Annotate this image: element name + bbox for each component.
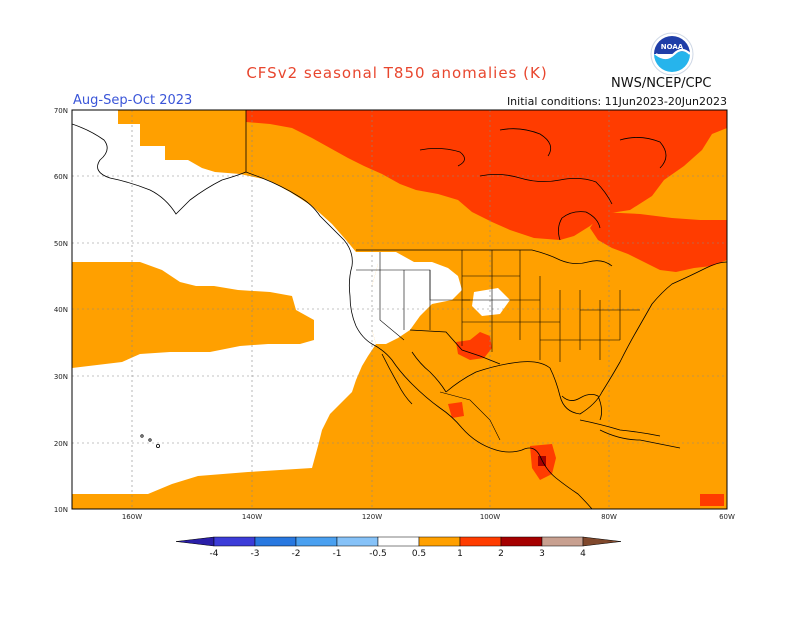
colorbar-tick-label: 0.5 bbox=[412, 549, 426, 559]
anomaly-fill-strong-quebec bbox=[590, 212, 727, 272]
colorbar-tick-label: -0.5 bbox=[369, 549, 387, 559]
colorbar-tick-label: 1 bbox=[457, 549, 463, 559]
lat-label: 60N bbox=[54, 173, 68, 181]
anomaly-fill-strong-mexico bbox=[448, 402, 464, 418]
agency-label: NWS/NCEP/CPC bbox=[611, 76, 712, 91]
lon-label: 140W bbox=[242, 513, 262, 521]
neutral-region-west-us bbox=[356, 252, 462, 344]
colorbar-tick-label: -4 bbox=[210, 549, 219, 559]
anomaly-fill-strong-southwest bbox=[456, 332, 492, 360]
neutral-region-pacific bbox=[72, 110, 378, 494]
lon-label: 120W bbox=[362, 513, 382, 521]
colorbar-tick-label: -2 bbox=[292, 549, 301, 559]
lon-label: 100W bbox=[480, 513, 500, 521]
colorbar-segment bbox=[213, 536, 256, 547]
gridlines bbox=[72, 110, 727, 509]
neutral-region-plains bbox=[472, 288, 510, 316]
map-frame bbox=[71, 109, 728, 510]
colorbar-segment bbox=[377, 536, 420, 547]
logo-text: NOAA bbox=[661, 43, 684, 51]
lat-label: 30N bbox=[54, 373, 68, 381]
lon-label: 80W bbox=[601, 513, 617, 521]
colorbar-arrow-high bbox=[582, 536, 622, 547]
colorbar-tick-label: -3 bbox=[251, 549, 260, 559]
map-title: CFSv2 seasonal T850 anomalies (K) bbox=[246, 64, 548, 82]
colorbar-arrow-low bbox=[175, 536, 215, 547]
lon-label: 160W bbox=[122, 513, 142, 521]
anomaly-fill-strong-caribbean bbox=[700, 494, 724, 506]
initial-conditions: Initial conditions: 11Jun2023-20Jun2023 bbox=[506, 95, 727, 108]
colorbar-tick-label: 3 bbox=[539, 549, 545, 559]
colorbar-segment bbox=[459, 536, 502, 547]
latitude-labels: 70N 60N 50N 40N 30N 20N 10N bbox=[54, 107, 68, 514]
colorbar-segment bbox=[418, 536, 461, 547]
colorbar: -4 -3 -2 -1 -0.5 0.5 1 2 3 4 bbox=[175, 536, 622, 559]
lat-label: 40N bbox=[54, 306, 68, 314]
noaa-logo-icon: NOAA bbox=[650, 32, 694, 76]
colorbar-segment bbox=[541, 536, 584, 547]
colorbar-tick-label: -1 bbox=[333, 549, 342, 559]
colorbar-tick-label: 4 bbox=[580, 549, 586, 559]
colorbar-tick-label: 2 bbox=[498, 549, 504, 559]
longitude-labels: 160W 140W 120W 100W 80W 60W bbox=[122, 513, 735, 521]
lat-label: 70N bbox=[54, 107, 68, 115]
colorbar-segment bbox=[500, 536, 543, 547]
lat-label: 20N bbox=[54, 440, 68, 448]
lat-label: 10N bbox=[54, 506, 68, 514]
political-borders bbox=[356, 250, 640, 441]
lat-label: 50N bbox=[54, 240, 68, 248]
lon-label: 60W bbox=[719, 513, 735, 521]
anomaly-field bbox=[72, 110, 727, 509]
colorbar-segment bbox=[254, 536, 297, 547]
season-label: Aug-Sep-Oct 2023 bbox=[73, 93, 193, 108]
coastlines bbox=[72, 110, 727, 509]
colorbar-segment bbox=[295, 536, 338, 547]
colorbar-segment bbox=[336, 536, 379, 547]
